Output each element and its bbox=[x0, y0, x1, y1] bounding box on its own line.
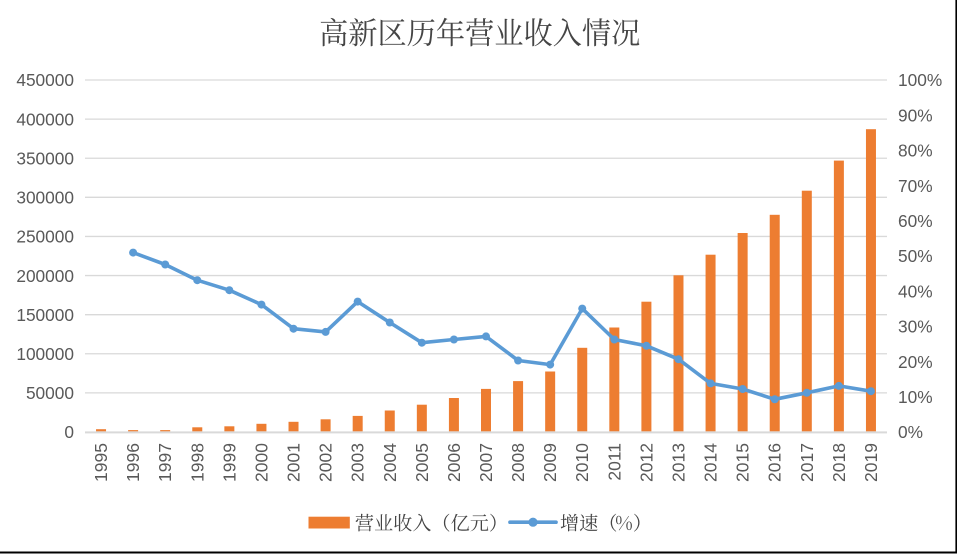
svg-text:2010: 2010 bbox=[572, 443, 592, 482]
svg-text:2012: 2012 bbox=[636, 443, 656, 482]
svg-text:70%: 70% bbox=[898, 176, 933, 196]
svg-text:60%: 60% bbox=[898, 211, 933, 231]
svg-text:2009: 2009 bbox=[540, 443, 560, 482]
svg-text:2016: 2016 bbox=[765, 443, 785, 482]
svg-text:2000: 2000 bbox=[251, 443, 271, 482]
svg-text:1997: 1997 bbox=[155, 443, 175, 482]
svg-text:2014: 2014 bbox=[701, 443, 721, 482]
svg-text:1996: 1996 bbox=[123, 443, 143, 482]
svg-text:2005: 2005 bbox=[412, 443, 432, 482]
svg-text:2017: 2017 bbox=[797, 443, 817, 482]
svg-text:2015: 2015 bbox=[733, 443, 753, 482]
svg-text:40%: 40% bbox=[898, 281, 933, 301]
svg-text:2011: 2011 bbox=[604, 443, 624, 481]
svg-text:150000: 150000 bbox=[16, 305, 74, 325]
svg-text:300000: 300000 bbox=[16, 188, 74, 208]
svg-text:50000: 50000 bbox=[26, 383, 74, 403]
svg-text:2019: 2019 bbox=[861, 443, 881, 482]
svg-text:30%: 30% bbox=[898, 317, 933, 337]
svg-text:2018: 2018 bbox=[829, 443, 849, 482]
svg-text:1999: 1999 bbox=[219, 443, 239, 482]
svg-text:0: 0 bbox=[64, 422, 74, 442]
svg-text:2001: 2001 bbox=[284, 443, 304, 482]
svg-text:2004: 2004 bbox=[380, 443, 400, 482]
svg-text:250000: 250000 bbox=[16, 227, 74, 247]
svg-text:1995: 1995 bbox=[91, 443, 111, 482]
svg-text:2007: 2007 bbox=[476, 443, 496, 482]
svg-text:1998: 1998 bbox=[187, 443, 207, 482]
svg-text:90%: 90% bbox=[898, 105, 933, 125]
svg-text:450000: 450000 bbox=[16, 70, 74, 90]
svg-text:2013: 2013 bbox=[668, 443, 688, 482]
svg-text:350000: 350000 bbox=[16, 148, 74, 168]
svg-text:200000: 200000 bbox=[16, 266, 74, 286]
svg-text:2006: 2006 bbox=[444, 443, 464, 482]
svg-text:10%: 10% bbox=[898, 387, 933, 407]
svg-text:2002: 2002 bbox=[316, 443, 336, 482]
svg-text:400000: 400000 bbox=[16, 109, 74, 129]
svg-text:20%: 20% bbox=[898, 352, 933, 372]
svg-text:100000: 100000 bbox=[16, 344, 74, 364]
svg-text:100%: 100% bbox=[898, 70, 942, 90]
svg-text:2008: 2008 bbox=[508, 443, 528, 482]
svg-text:2003: 2003 bbox=[348, 443, 368, 482]
svg-text:50%: 50% bbox=[898, 246, 933, 266]
svg-text:80%: 80% bbox=[898, 141, 933, 161]
svg-text:0%: 0% bbox=[898, 422, 923, 442]
